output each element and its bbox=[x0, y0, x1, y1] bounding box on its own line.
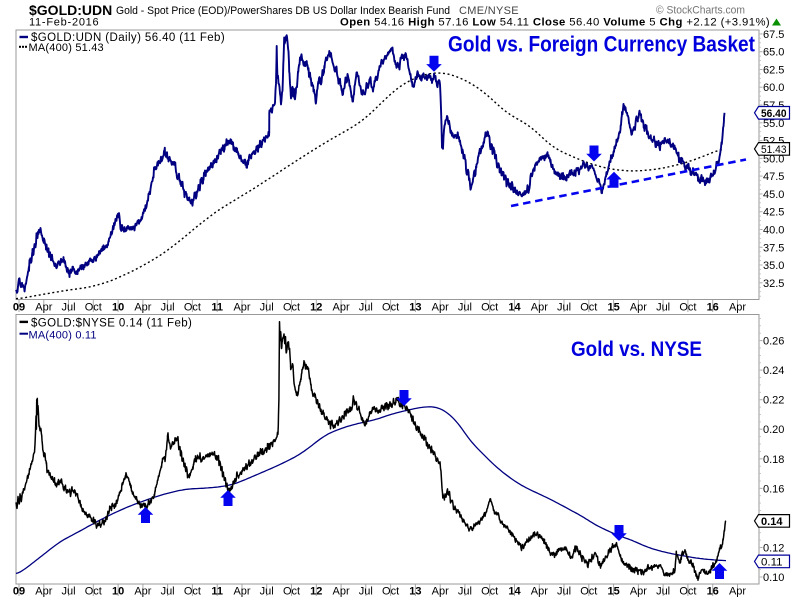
svg-text:35.0: 35.0 bbox=[763, 260, 784, 272]
svg-text:0.12: 0.12 bbox=[763, 543, 784, 555]
svg-text:Apr: Apr bbox=[233, 302, 250, 314]
svg-text:Apr: Apr bbox=[432, 586, 449, 598]
svg-text:Apr: Apr bbox=[432, 302, 449, 314]
svg-text:Gold - Spot Price (EOD)/PowerS: Gold - Spot Price (EOD)/PowerShares DB U… bbox=[116, 5, 450, 17]
svg-text:Apr: Apr bbox=[333, 586, 350, 598]
svg-text:11: 11 bbox=[211, 586, 223, 598]
svg-text:60.0: 60.0 bbox=[763, 82, 784, 94]
svg-text:12: 12 bbox=[310, 302, 322, 314]
svg-text:Jul: Jul bbox=[656, 586, 670, 598]
svg-text:Jul: Jul bbox=[61, 302, 75, 314]
svg-text:Oct: Oct bbox=[580, 586, 597, 598]
svg-text:14: 14 bbox=[508, 586, 521, 598]
svg-text:Jul: Jul bbox=[458, 586, 472, 598]
svg-text:Jul: Jul bbox=[260, 302, 274, 314]
svg-text:Apr: Apr bbox=[630, 586, 647, 598]
svg-text:Jul: Jul bbox=[557, 586, 571, 598]
svg-text:Apr: Apr bbox=[531, 586, 548, 598]
svg-text:15: 15 bbox=[607, 302, 619, 314]
svg-text:Jul: Jul bbox=[359, 302, 373, 314]
svg-text:Jul: Jul bbox=[61, 586, 75, 598]
svg-text:Oct: Oct bbox=[481, 586, 498, 598]
svg-text:0.24: 0.24 bbox=[763, 365, 784, 377]
svg-text:Jul: Jul bbox=[656, 302, 670, 314]
svg-text:MA(400) 51.43: MA(400) 51.43 bbox=[29, 42, 104, 54]
svg-text:Apr: Apr bbox=[35, 586, 52, 598]
svg-text:16: 16 bbox=[707, 302, 719, 314]
svg-text:Gold vs. NYSE: Gold vs. NYSE bbox=[571, 338, 702, 361]
svg-text:Apr: Apr bbox=[729, 302, 746, 314]
svg-text:Oct: Oct bbox=[283, 586, 300, 598]
svg-text:16: 16 bbox=[707, 586, 719, 598]
svg-text:Jul: Jul bbox=[161, 586, 175, 598]
svg-text:0.20: 0.20 bbox=[763, 424, 784, 436]
svg-text:$GOLD:UDN (Daily) 56.40 (11 Fe: $GOLD:UDN (Daily) 56.40 (11 Feb) bbox=[31, 32, 225, 44]
svg-text:Apr: Apr bbox=[333, 302, 350, 314]
svg-text:CME/NYSE: CME/NYSE bbox=[459, 5, 519, 17]
svg-text:$GOLD:UDN: $GOLD:UDN bbox=[29, 2, 112, 18]
svg-text:50.0: 50.0 bbox=[763, 153, 784, 165]
svg-text:37.5: 37.5 bbox=[763, 242, 784, 254]
svg-text:10: 10 bbox=[112, 302, 124, 314]
svg-text:65.0: 65.0 bbox=[763, 47, 784, 59]
svg-text:Apr: Apr bbox=[233, 586, 250, 598]
svg-text:11: 11 bbox=[211, 302, 223, 314]
svg-text:Apr: Apr bbox=[134, 302, 151, 314]
svg-text:Jul: Jul bbox=[161, 302, 175, 314]
svg-text:Oct: Oct bbox=[679, 586, 696, 598]
svg-text:0.18: 0.18 bbox=[763, 454, 784, 466]
svg-text:Jul: Jul bbox=[260, 586, 274, 598]
svg-text:55.0: 55.0 bbox=[763, 118, 784, 130]
svg-text:Apr: Apr bbox=[134, 586, 151, 598]
svg-text:51.43: 51.43 bbox=[761, 144, 787, 156]
svg-text:09: 09 bbox=[13, 302, 25, 314]
svg-text:14: 14 bbox=[508, 302, 521, 314]
svg-text:42.5: 42.5 bbox=[763, 207, 784, 219]
svg-text:15: 15 bbox=[607, 586, 619, 598]
svg-text:40.0: 40.0 bbox=[763, 225, 784, 237]
svg-text:MA(400) 0.11: MA(400) 0.11 bbox=[29, 329, 97, 341]
svg-text:Apr: Apr bbox=[531, 302, 548, 314]
svg-text:Open 54.16 High 57.16 Low 54.1: Open 54.16 High 57.16 Low 54.11 Close 56… bbox=[340, 17, 770, 29]
svg-text:Oct: Oct bbox=[382, 302, 399, 314]
svg-text:Jul: Jul bbox=[557, 302, 571, 314]
svg-text:0.14: 0.14 bbox=[761, 516, 783, 528]
svg-text:Oct: Oct bbox=[481, 302, 498, 314]
svg-text:12: 12 bbox=[310, 586, 322, 598]
svg-text:0.26: 0.26 bbox=[763, 336, 784, 348]
svg-text:Jul: Jul bbox=[359, 586, 373, 598]
svg-text:Apr: Apr bbox=[729, 586, 746, 598]
svg-text:09: 09 bbox=[13, 586, 25, 598]
svg-text:0.16: 0.16 bbox=[763, 483, 784, 495]
svg-text:Oct: Oct bbox=[382, 586, 399, 598]
svg-text:Oct: Oct bbox=[85, 302, 102, 314]
svg-text:© StockCharts.com: © StockCharts.com bbox=[656, 5, 745, 17]
svg-text:32.5: 32.5 bbox=[763, 278, 784, 290]
svg-text:Oct: Oct bbox=[580, 302, 597, 314]
svg-text:11-Feb-2016: 11-Feb-2016 bbox=[29, 17, 99, 29]
svg-text:10: 10 bbox=[112, 586, 124, 598]
svg-text:13: 13 bbox=[409, 586, 421, 598]
svg-text:13: 13 bbox=[409, 302, 421, 314]
svg-text:Oct: Oct bbox=[85, 586, 102, 598]
svg-text:Apr: Apr bbox=[35, 302, 52, 314]
svg-text:Gold vs. Foreign Currency Bask: Gold vs. Foreign Currency Basket bbox=[448, 32, 756, 57]
svg-text:56.40: 56.40 bbox=[761, 108, 787, 120]
svg-text:Oct: Oct bbox=[283, 302, 300, 314]
svg-text:Oct: Oct bbox=[184, 586, 201, 598]
svg-text:0.11: 0.11 bbox=[761, 556, 783, 568]
svg-text:0.22: 0.22 bbox=[763, 395, 784, 407]
svg-text:45.0: 45.0 bbox=[763, 189, 784, 201]
svg-text:Oct: Oct bbox=[184, 302, 201, 314]
svg-text:Jul: Jul bbox=[458, 302, 472, 314]
svg-text:47.5: 47.5 bbox=[763, 171, 784, 183]
svg-text:Apr: Apr bbox=[630, 302, 647, 314]
svg-text:Oct: Oct bbox=[679, 302, 696, 314]
svg-text:0.10: 0.10 bbox=[763, 572, 784, 584]
svg-text:62.5: 62.5 bbox=[763, 65, 784, 77]
svg-text:67.5: 67.5 bbox=[763, 29, 784, 41]
svg-text:$GOLD:$NYSE 0.14 (11 Feb): $GOLD:$NYSE 0.14 (11 Feb) bbox=[31, 318, 192, 330]
